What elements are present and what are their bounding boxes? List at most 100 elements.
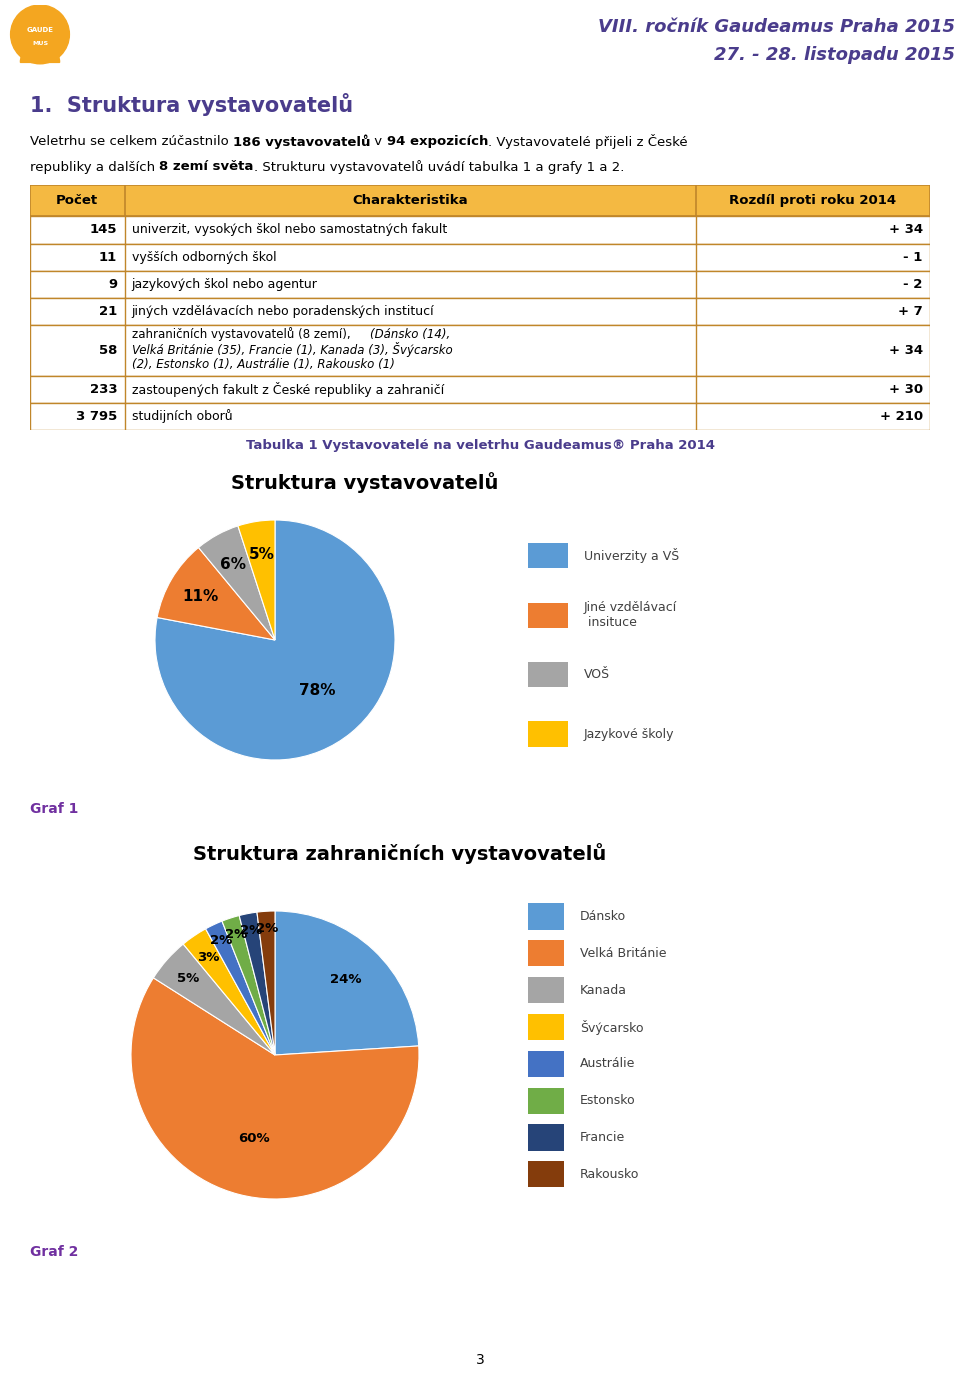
Text: vyšších odborných škol: vyšších odborných škol (132, 251, 276, 263)
Text: Rakousko: Rakousko (580, 1168, 639, 1181)
Text: Jiné vzdělávací
 insituce: Jiné vzdělávací insituce (584, 602, 677, 629)
Text: jiných vzdělávacích nebo poradenských institucí: jiných vzdělávacích nebo poradenských in… (132, 306, 434, 318)
FancyBboxPatch shape (528, 940, 564, 967)
FancyBboxPatch shape (30, 403, 930, 430)
FancyBboxPatch shape (528, 1088, 564, 1114)
Text: Veletrhu se celkem zúčastnilo: Veletrhu se celkem zúčastnilo (30, 135, 233, 149)
Text: 3: 3 (475, 1354, 485, 1367)
Text: v: v (371, 135, 387, 149)
Text: Velká Británie (35), Francie (1), Kanada (3), Švýcarsko: Velká Británie (35), Francie (1), Kanada… (132, 341, 452, 357)
Text: + 34: + 34 (889, 223, 923, 237)
Wedge shape (157, 548, 275, 640)
Text: + 7: + 7 (898, 306, 923, 318)
Text: 1.  Struktura vystavovatelů: 1. Struktura vystavovatelů (30, 92, 353, 116)
Wedge shape (205, 921, 275, 1055)
Text: 78%: 78% (299, 683, 335, 698)
Text: Tabulka 1 Vystavovatelé na veletrhu Gaudeamus® Praha 2014: Tabulka 1 Vystavovatelé na veletrhu Gaud… (246, 439, 714, 453)
Text: Rozdíl proti roku 2014: Rozdíl proti roku 2014 (730, 194, 897, 207)
Text: 58: 58 (99, 344, 117, 357)
Wedge shape (275, 912, 419, 1055)
Wedge shape (183, 929, 275, 1055)
Text: VIII. ročník Gaudeamus Praha 2015: VIII. ročník Gaudeamus Praha 2015 (598, 18, 955, 36)
FancyBboxPatch shape (528, 722, 568, 746)
Wedge shape (257, 912, 275, 1055)
Text: 2%: 2% (225, 928, 247, 940)
Text: 233: 233 (89, 383, 117, 395)
Text: Graf 2: Graf 2 (30, 1245, 79, 1259)
Text: 186 vystavovatelů: 186 vystavovatelů (233, 135, 371, 149)
Wedge shape (239, 912, 275, 1055)
Text: - 1: - 1 (903, 251, 923, 263)
FancyBboxPatch shape (30, 185, 930, 216)
Wedge shape (155, 521, 395, 760)
Text: zastoupených fakult z České republiky a zahraničí: zastoupených fakult z České republiky a … (132, 381, 444, 397)
FancyBboxPatch shape (30, 376, 930, 403)
Text: 5%: 5% (178, 972, 200, 986)
Text: . Strukturu vystavovatelů uvádí tabulka 1 a grafy 1 a 2.: . Strukturu vystavovatelů uvádí tabulka … (253, 160, 624, 174)
Text: univerzit, vysokých škol nebo samostatných fakult: univerzit, vysokých škol nebo samostatný… (132, 223, 447, 237)
Text: 8 zemí světa: 8 zemí světa (159, 161, 253, 174)
Text: 24%: 24% (330, 974, 362, 986)
Text: MUS: MUS (32, 41, 48, 45)
Text: jazykových škol nebo agentur: jazykových škol nebo agentur (132, 278, 318, 291)
Text: + 34: + 34 (889, 344, 923, 357)
Text: Švýcarsko: Švýcarsko (580, 1019, 643, 1034)
Text: 9: 9 (108, 278, 117, 291)
Text: Graf 1: Graf 1 (30, 801, 79, 817)
Text: zahraničních vystavovatelů (8 zemí),: zahraničních vystavovatelů (8 zemí), (132, 328, 354, 341)
Text: . Vystavovatelé přijeli z České: . Vystavovatelé přijeli z České (489, 135, 688, 150)
FancyBboxPatch shape (528, 1051, 564, 1077)
FancyBboxPatch shape (30, 297, 930, 325)
Text: Počet: Počet (57, 194, 98, 207)
Wedge shape (238, 521, 275, 640)
Text: 2%: 2% (256, 923, 278, 935)
Text: (Dánsko (14),: (Dánsko (14), (371, 328, 450, 341)
Wedge shape (199, 526, 275, 640)
FancyBboxPatch shape (528, 1161, 564, 1187)
Text: 3 795: 3 795 (76, 410, 117, 423)
Text: + 30: + 30 (889, 383, 923, 395)
Text: Francie: Francie (580, 1131, 625, 1144)
Circle shape (11, 6, 69, 63)
FancyBboxPatch shape (528, 543, 568, 569)
Text: 94 expozicích: 94 expozicích (387, 135, 489, 149)
Text: 21: 21 (99, 306, 117, 318)
FancyBboxPatch shape (30, 216, 930, 244)
Text: 60%: 60% (238, 1132, 270, 1146)
Text: Kanada: Kanada (580, 983, 627, 997)
Text: VOŠ: VOŠ (584, 668, 611, 682)
FancyBboxPatch shape (30, 271, 930, 297)
Text: - 2: - 2 (903, 278, 923, 291)
Text: + 210: + 210 (879, 410, 923, 423)
Text: 2%: 2% (240, 924, 262, 936)
Text: 6%: 6% (221, 556, 247, 571)
Text: Velká Británie: Velká Británie (580, 947, 666, 960)
Text: GAUDE: GAUDE (27, 26, 54, 33)
Wedge shape (222, 916, 275, 1055)
Text: republiky a dalších: republiky a dalších (30, 161, 159, 174)
Text: Jazykové školy: Jazykové školy (584, 727, 675, 741)
FancyBboxPatch shape (30, 244, 930, 271)
Text: 2%: 2% (210, 934, 232, 947)
Text: 11%: 11% (182, 588, 219, 603)
FancyBboxPatch shape (528, 903, 564, 929)
Wedge shape (20, 43, 60, 62)
FancyBboxPatch shape (30, 325, 930, 376)
Wedge shape (131, 978, 419, 1199)
FancyBboxPatch shape (528, 1013, 564, 1040)
Wedge shape (154, 945, 275, 1055)
Text: Univerzity a VŠ: Univerzity a VŠ (584, 548, 680, 563)
Text: Dánsko: Dánsko (580, 910, 626, 923)
Text: 5%: 5% (249, 547, 275, 562)
Text: 3%: 3% (198, 952, 220, 964)
Text: 27. - 28. listopadu 2015: 27. - 28. listopadu 2015 (714, 47, 955, 65)
FancyBboxPatch shape (528, 978, 564, 1004)
FancyBboxPatch shape (528, 603, 568, 628)
Text: (2), Estonsko (1), Austrálie (1), Rakousko (1): (2), Estonsko (1), Austrálie (1), Rakous… (132, 358, 395, 372)
Text: 145: 145 (90, 223, 117, 237)
Text: Estonsko: Estonsko (580, 1095, 636, 1107)
FancyBboxPatch shape (528, 1125, 564, 1151)
Text: Struktura vystavovatelů: Struktura vystavovatelů (231, 472, 498, 493)
Text: Struktura zahraničních vystavovatelů: Struktura zahraničních vystavovatelů (193, 844, 607, 865)
Text: Charakteristika: Charakteristika (352, 194, 468, 207)
